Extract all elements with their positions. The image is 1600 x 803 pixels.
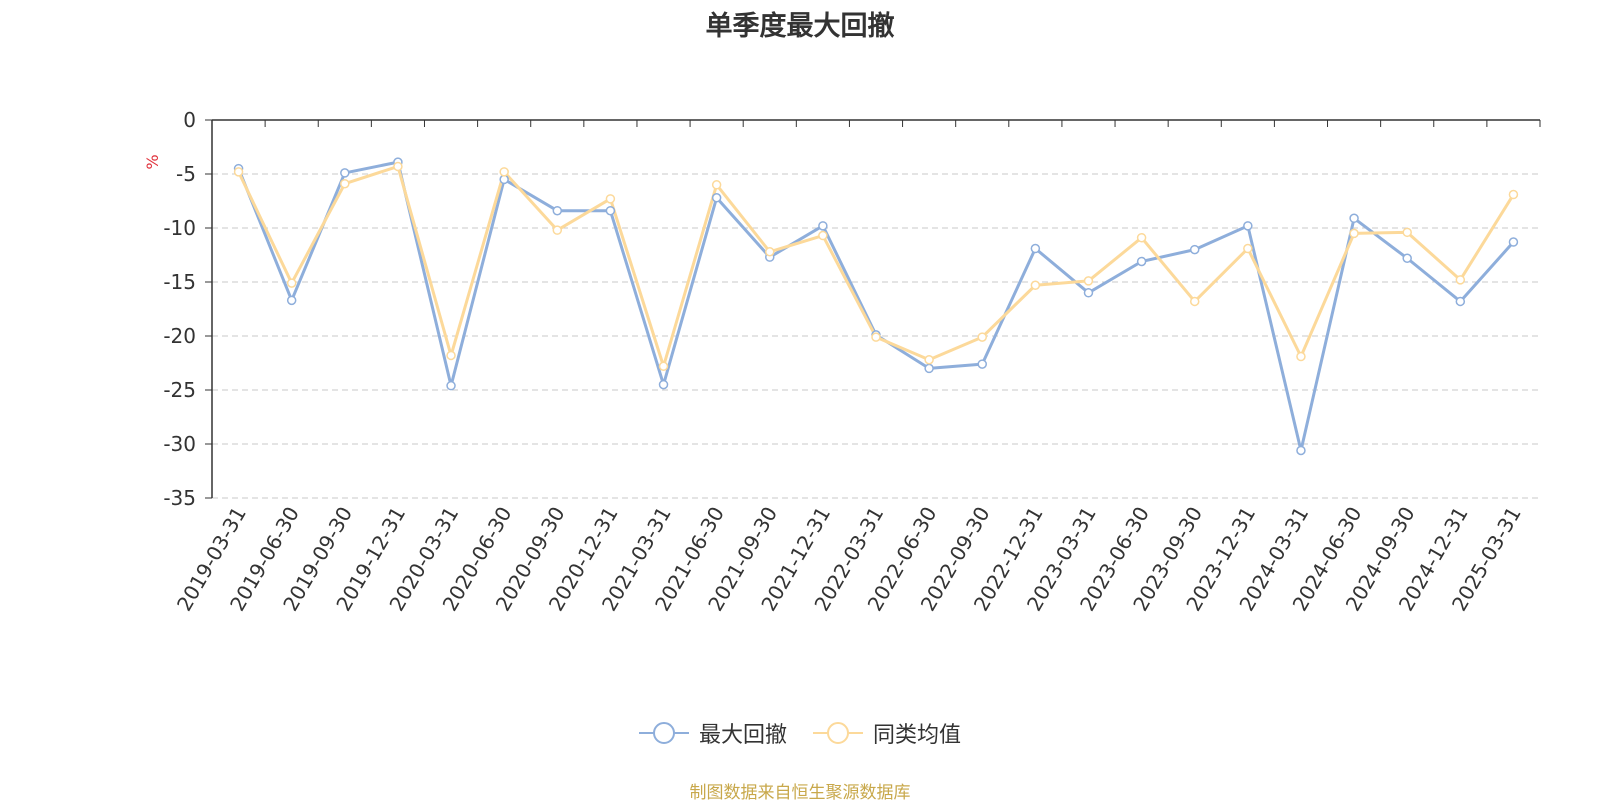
series-1-point xyxy=(977,359,987,369)
legend-label-peer-average: 同类均值 xyxy=(873,723,962,748)
series-2-point xyxy=(605,194,616,204)
series-1-point xyxy=(1402,253,1412,263)
series-1-point xyxy=(1189,244,1200,255)
series-2-point xyxy=(1243,243,1253,254)
series-2-point xyxy=(1455,275,1466,285)
legend-swatch-max-drawdown xyxy=(638,722,689,744)
series-2-point xyxy=(446,350,456,361)
series-1-point xyxy=(1136,256,1147,267)
legend-swatch-peer-average xyxy=(813,722,863,744)
legend[interactable]: 最大回撤 同类均值 xyxy=(0,718,1600,748)
legend-item-max-drawdown[interactable]: 最大回撤 xyxy=(638,717,787,749)
series-2-point xyxy=(924,355,934,365)
series-1-point xyxy=(1296,445,1306,456)
series-1-point xyxy=(1030,243,1041,254)
series-2-point xyxy=(499,167,509,177)
y-tick-label: -20 xyxy=(163,324,196,348)
series-2-point xyxy=(977,332,987,342)
y-axis-label: % xyxy=(143,154,162,169)
y-tick-label: -25 xyxy=(163,378,196,402)
series-1-point xyxy=(1083,288,1094,298)
series-2-point xyxy=(1083,276,1094,286)
series-2-point xyxy=(1189,296,1200,307)
series-1-point xyxy=(1243,221,1253,231)
y-tick-label: -5 xyxy=(176,162,196,186)
series-2-point xyxy=(1296,351,1306,362)
series-1-point xyxy=(658,379,669,390)
series-1-point xyxy=(340,168,350,178)
series-2-point xyxy=(1508,189,1519,200)
y-tick-label: -30 xyxy=(163,432,196,456)
y-tick-label: -10 xyxy=(163,216,196,240)
legend-item-peer-average[interactable]: 同类均值 xyxy=(813,717,961,749)
series-1-point xyxy=(552,205,563,216)
series-2-point xyxy=(286,278,297,288)
series-2-point xyxy=(1136,232,1147,243)
series-2-point xyxy=(818,230,828,241)
y-tick-label: -15 xyxy=(163,270,196,294)
series-2-point xyxy=(340,178,350,189)
chart-title: 单季度最大回撤 xyxy=(705,11,895,42)
series-2-point xyxy=(1030,280,1041,290)
series-2-point xyxy=(552,225,563,235)
series-1-point xyxy=(1349,213,1359,224)
series-1-point xyxy=(446,380,456,391)
data-source-note: 制图数据来自恒生聚源数据库 xyxy=(689,783,911,803)
series-1-point xyxy=(1508,237,1519,247)
series-2-point xyxy=(765,247,775,257)
y-tick-label: 0 xyxy=(183,108,196,132)
series-1-point xyxy=(1455,296,1466,307)
legend-label-max-drawdown: 最大回撤 xyxy=(698,723,787,748)
series-1-point xyxy=(286,295,297,306)
series-2-point xyxy=(711,180,722,190)
series-1-point xyxy=(924,363,934,374)
series-2-point xyxy=(658,361,669,371)
series-2-point xyxy=(1349,228,1359,239)
series-2-point xyxy=(871,332,881,342)
series-1-point xyxy=(605,205,616,216)
series-2-point xyxy=(233,167,244,177)
series-2-point xyxy=(1402,227,1412,238)
series-2-point xyxy=(393,161,403,172)
series-1-point xyxy=(818,221,828,231)
series-1-point xyxy=(499,174,509,185)
series-1-point xyxy=(711,193,722,203)
y-tick-label: -35 xyxy=(163,486,196,510)
